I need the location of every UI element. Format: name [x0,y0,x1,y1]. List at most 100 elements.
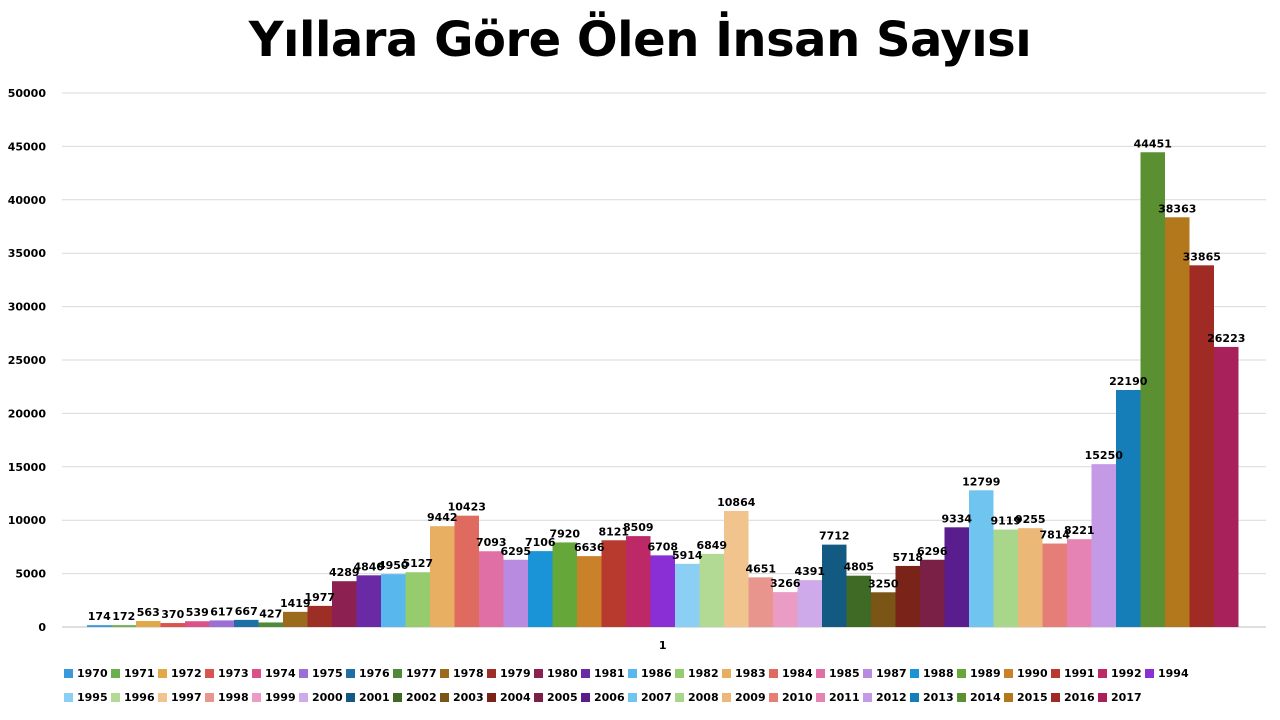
legend-item-1982: 1982 [675,664,722,682]
legend-label: 1973 [218,666,249,680]
legend-label: 1982 [688,666,719,680]
legend-item-1980: 1980 [534,664,581,682]
data-label-2016: 33865 [1183,250,1221,263]
data-label-2014: 44451 [1134,137,1172,150]
bar-1990 [577,556,602,627]
data-label-2004: 5718 [892,551,923,564]
bar-2008 [993,529,1018,627]
y-tick-label: 20000 [8,407,47,420]
legend-label: 1994 [1158,666,1189,680]
legend-item-1986: 1986 [628,664,675,682]
legend-label: 2005 [547,690,578,704]
y-tick-label: 10000 [8,514,47,527]
bar-1984 [454,515,479,627]
legend-swatch [1098,668,1107,678]
bar-1982 [405,572,430,627]
legend-label: 1970 [77,666,108,680]
legend-swatch [769,692,778,702]
legend-label: 1996 [124,690,155,704]
data-label-1976: 667 [235,605,258,618]
legend-swatch [534,668,543,678]
bar-1996 [699,553,724,627]
legend-item-1971: 1971 [111,664,158,682]
legend-item-1979: 1979 [487,664,534,682]
legend-swatch [487,668,496,678]
legend-label: 1997 [171,690,202,704]
legend-swatch [487,692,496,702]
data-label-1996: 6849 [696,539,727,552]
legend-item-1999: 1999 [252,688,299,706]
legend-label: 1990 [1017,666,1048,680]
y-tick-label: 15000 [8,461,47,474]
bars [87,152,1239,628]
legend-label: 1984 [782,666,813,680]
x-tick-label: 1 [659,639,667,652]
legend-item-1976: 1976 [346,664,393,682]
legend-swatch [863,692,872,702]
data-label-1972: 563 [137,606,160,619]
y-tick-label: 35000 [8,247,47,260]
legend-label: 1981 [594,666,625,680]
data-label-1994: 6708 [647,540,678,553]
bar-1971 [111,625,136,627]
legend-item-1984: 1984 [769,664,816,682]
bar-1987 [503,559,528,627]
legend-item-1985: 1985 [816,664,863,682]
bar-2007 [969,490,994,627]
bar-1970 [87,625,112,627]
legend-item-2015: 2015 [1004,688,1051,706]
data-label-2005: 6296 [917,545,948,558]
legend-item-2005: 2005 [534,688,581,706]
legend-swatch [675,692,684,702]
legend-swatch [158,668,167,678]
legend-swatch [440,668,449,678]
legend-label: 1995 [77,690,108,704]
legend-item-1981: 1981 [581,664,628,682]
legend-label: 2017 [1111,690,1142,704]
bar-1989 [552,542,577,627]
legend-label: 1983 [735,666,766,680]
legend-label: 1972 [171,666,202,680]
legend-label: 2004 [500,690,531,704]
legend-item-2000: 2000 [299,688,346,706]
bar-1999 [773,592,798,627]
legend-swatch [299,668,308,678]
legend-item-2010: 2010 [769,688,816,706]
legend-label: 2012 [876,690,907,704]
bar-1981 [356,575,381,627]
y-tick-label: 0 [38,621,46,634]
bar-2009 [1018,528,1043,627]
bar-1983 [430,526,455,627]
legend-label: 2008 [688,690,719,704]
legend-swatch [816,668,825,678]
legend-swatch [440,692,449,702]
bar-2002 [846,575,871,627]
bar-1975 [209,620,234,627]
legend-label: 1988 [923,666,954,680]
legend-swatch [346,668,355,678]
data-label-1986: 4950 [378,559,409,572]
bar-1978 [283,611,308,627]
bar-1994 [650,555,675,627]
bar-2012 [1091,464,1116,627]
legend-swatch [346,692,355,702]
legend-item-2002: 2002 [393,688,440,706]
legend-swatch [299,692,308,702]
bar-1977 [258,622,283,627]
legend-label: 2001 [359,690,390,704]
bar-2010 [1042,543,1067,627]
chart-title: Yıllara Göre Ölen İnsan Sayısı [248,12,1032,68]
legend-swatch [910,692,919,702]
legend-label: 1980 [547,666,578,680]
legend-swatch [393,668,402,678]
legend-item-1998: 1998 [205,688,252,706]
bar-2013 [1116,390,1141,627]
legend-label: 1987 [876,666,907,680]
data-label-1982: 5127 [402,557,433,570]
data-label-2013: 22190 [1109,375,1148,388]
legend-swatch [722,692,731,702]
bar-1997 [724,510,749,627]
legend-swatch [1051,692,1060,702]
legend-swatch [534,692,543,702]
